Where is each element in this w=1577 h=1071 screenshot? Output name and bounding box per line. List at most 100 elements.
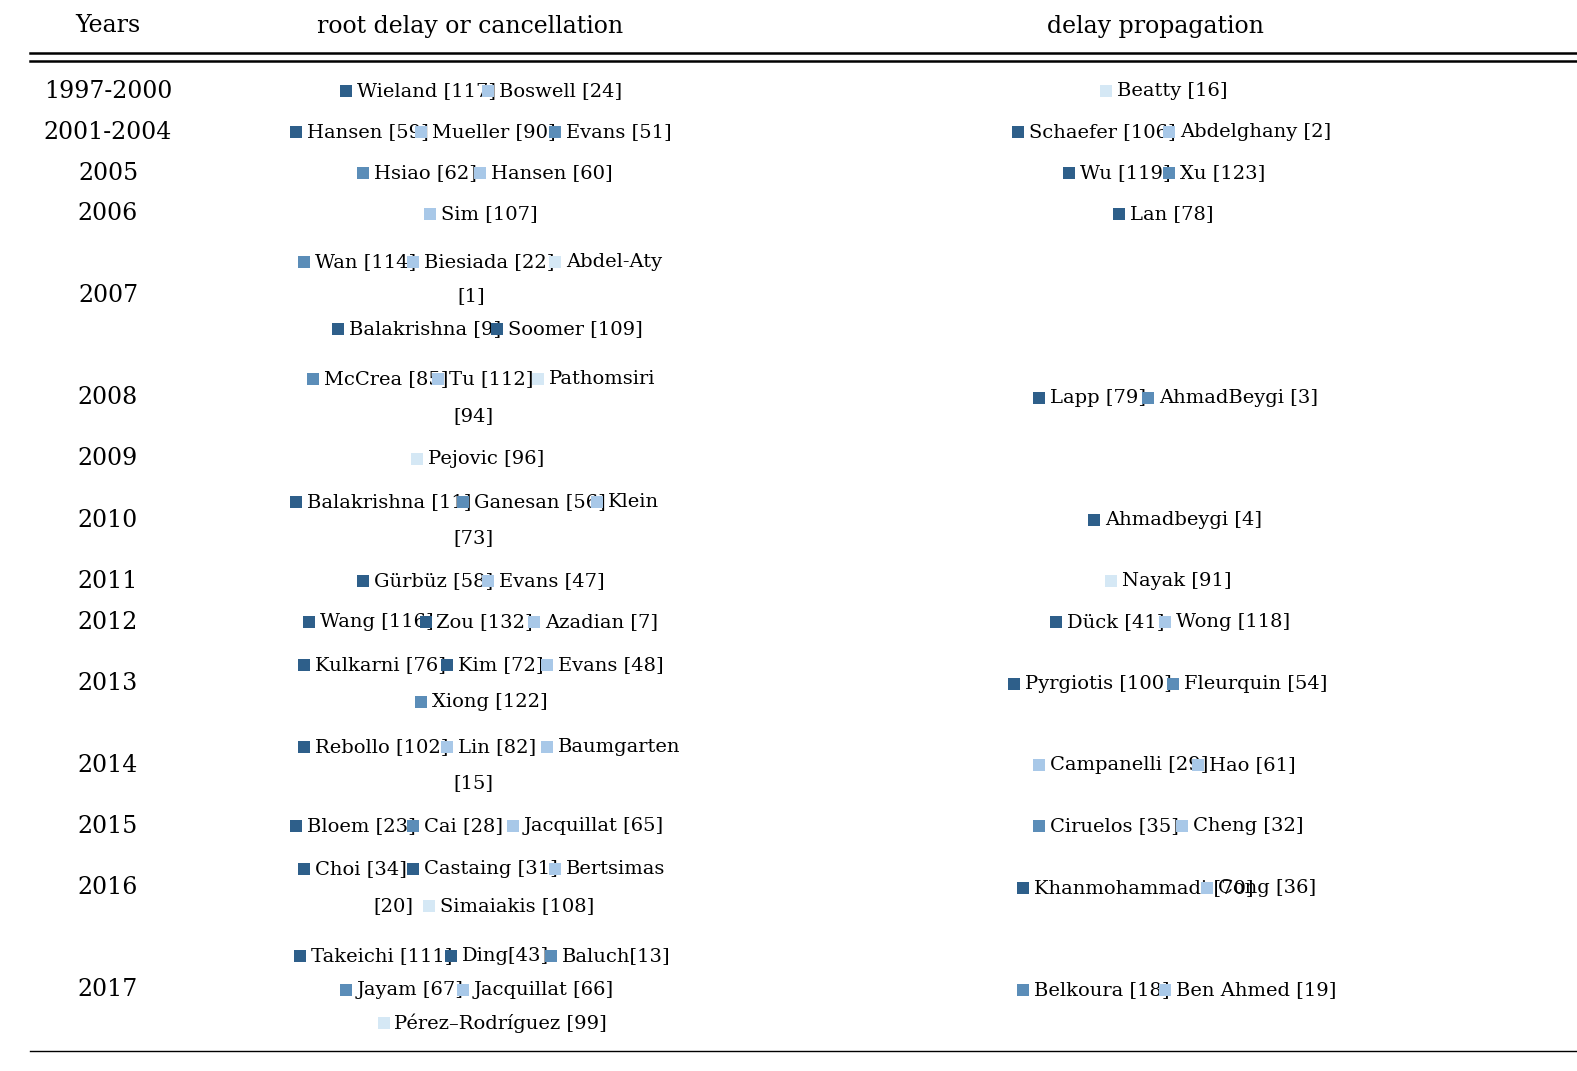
Bar [440, 741, 453, 753]
Bar [457, 984, 468, 996]
Bar [1142, 392, 1154, 404]
Bar [483, 575, 494, 587]
Text: Wieland [117]: Wieland [117] [356, 82, 497, 101]
Bar [415, 126, 427, 138]
Bar [1159, 616, 1170, 629]
Bar [1175, 820, 1187, 832]
Text: Kulkarni [76]: Kulkarni [76] [315, 657, 446, 674]
Text: Klein: Klein [609, 493, 659, 511]
Bar [432, 374, 445, 386]
Text: Bloem [23]: Bloem [23] [308, 817, 416, 835]
Text: 2013: 2013 [77, 672, 139, 695]
Text: Sim [107]: Sim [107] [440, 205, 538, 223]
Text: Cai [28]: Cai [28] [424, 817, 503, 835]
Bar [1088, 514, 1099, 526]
Text: Baumgarten: Baumgarten [558, 738, 680, 756]
Bar [1101, 86, 1112, 97]
Bar [1017, 984, 1028, 996]
Bar [407, 863, 419, 875]
Text: Ahmadbeygi [4]: Ahmadbeygi [4] [1105, 511, 1262, 529]
Text: 2001-2004: 2001-2004 [44, 121, 172, 144]
Text: Cheng [32]: Cheng [32] [1192, 817, 1303, 835]
Text: Ding[43]: Ding[43] [462, 947, 549, 965]
Text: root delay or cancellation: root delay or cancellation [317, 15, 623, 37]
Text: delay propagation: delay propagation [1047, 15, 1263, 37]
Bar [290, 126, 301, 138]
Text: [94]: [94] [453, 407, 494, 425]
Text: Campanelli [29]: Campanelli [29] [1050, 756, 1210, 774]
Bar [298, 659, 311, 672]
Bar [306, 374, 319, 386]
Text: Jayam [67]: Jayam [67] [356, 981, 464, 999]
Text: Years: Years [76, 15, 140, 37]
Text: Wang [116]: Wang [116] [320, 614, 434, 631]
Text: Xiong [122]: Xiong [122] [432, 693, 547, 711]
Bar [1033, 820, 1046, 832]
Text: 2006: 2006 [77, 202, 139, 225]
Text: Nayak [91]: Nayak [91] [1121, 572, 1232, 590]
Text: 2009: 2009 [77, 448, 139, 470]
Text: Ben Ahmed [19]: Ben Ahmed [19] [1176, 981, 1336, 999]
Bar [591, 496, 602, 508]
Bar [1050, 616, 1063, 629]
Bar [356, 167, 369, 179]
Text: Hansen [59]: Hansen [59] [308, 123, 429, 141]
Bar [1063, 167, 1076, 179]
Bar [549, 863, 561, 875]
Text: [1]: [1] [457, 287, 486, 304]
Text: Fleurquin [54]: Fleurquin [54] [1184, 675, 1328, 693]
Text: Dück [41]: Dück [41] [1068, 614, 1164, 631]
Bar [303, 616, 314, 629]
Text: Jacquillat [65]: Jacquillat [65] [524, 817, 664, 835]
Bar [290, 496, 301, 508]
Text: Pathomsiri: Pathomsiri [549, 371, 656, 389]
Text: 2017: 2017 [77, 978, 139, 1001]
Text: 2010: 2010 [77, 509, 139, 531]
Text: Balakrishna [9]: Balakrishna [9] [349, 320, 501, 338]
Bar [298, 863, 311, 875]
Bar [290, 820, 301, 832]
Text: Khanmohammadi [70]: Khanmohammadi [70] [1033, 878, 1254, 896]
Text: Azadian [7]: Azadian [7] [546, 614, 658, 631]
Bar [1008, 678, 1020, 690]
Text: Biesiada [22]: Biesiada [22] [424, 253, 554, 271]
Text: 2007: 2007 [77, 284, 139, 307]
Text: Soomer [109]: Soomer [109] [508, 320, 642, 338]
Bar [298, 741, 311, 753]
Text: McCrea [85]: McCrea [85] [323, 371, 448, 389]
Bar [1162, 167, 1175, 179]
Text: Zou [132]: Zou [132] [437, 614, 533, 631]
Text: Abdel-Aty: Abdel-Aty [566, 253, 662, 271]
Text: 2008: 2008 [77, 387, 139, 409]
Bar [549, 256, 561, 268]
Text: 1997-2000: 1997-2000 [44, 80, 172, 103]
Bar [549, 126, 561, 138]
Text: Cong [36]: Cong [36] [1217, 878, 1315, 896]
Text: Abdelghany [2]: Abdelghany [2] [1180, 123, 1331, 141]
Bar [457, 496, 470, 508]
Text: Castaing [31]: Castaing [31] [424, 860, 558, 878]
Bar [1167, 678, 1180, 690]
Text: Tu [112]: Tu [112] [449, 371, 533, 389]
Text: Lan [78]: Lan [78] [1129, 205, 1213, 223]
Bar [528, 616, 539, 629]
Bar [423, 900, 435, 912]
Text: [73]: [73] [453, 529, 494, 547]
Text: Wan [114]: Wan [114] [315, 253, 416, 271]
Bar [1033, 392, 1046, 404]
Text: Baluch[13]: Baluch[13] [561, 947, 670, 965]
Text: 2005: 2005 [77, 162, 139, 184]
Bar [341, 86, 352, 97]
Text: Jacquillat [66]: Jacquillat [66] [475, 981, 613, 999]
Text: Pérez–Rodríguez [99]: Pérez–Rodríguez [99] [394, 1013, 607, 1034]
Text: Kim [72]: Kim [72] [457, 657, 542, 674]
Text: Belkoura [18]: Belkoura [18] [1033, 981, 1169, 999]
Bar [440, 659, 453, 672]
Bar [541, 659, 552, 672]
Text: Hao [61]: Hao [61] [1210, 756, 1296, 774]
Text: 2015: 2015 [77, 815, 139, 838]
Bar [407, 820, 419, 832]
Text: Choi [34]: Choi [34] [315, 860, 407, 878]
Bar [377, 1017, 390, 1029]
Text: 2016: 2016 [77, 876, 139, 900]
